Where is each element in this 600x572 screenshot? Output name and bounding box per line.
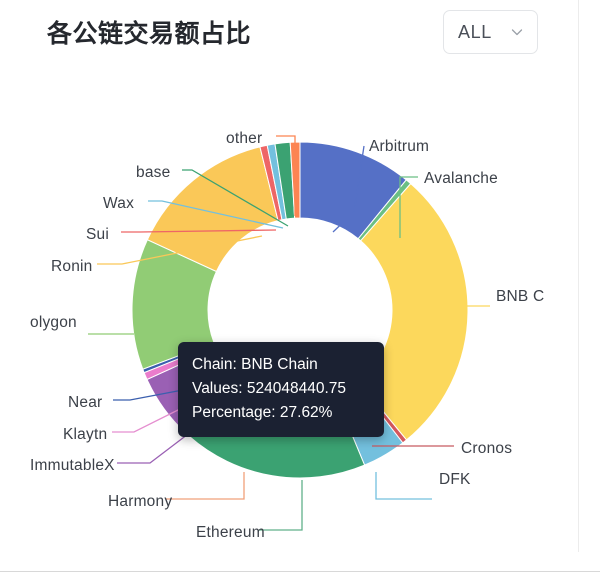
slice-label-arbitrum: Arbitrum <box>369 138 430 155</box>
range-select-dropdown[interactable]: ALL <box>443 10 538 54</box>
slice-label-ethereum: Ethereum <box>196 524 265 541</box>
slice-label-near: Near <box>68 394 103 411</box>
chevron-down-icon <box>511 26 523 38</box>
slice-label-klaytn: Klaytn <box>63 426 108 443</box>
slice-label-ronin: Ronin <box>51 258 93 275</box>
chart-tooltip: Chain: BNB Chain Values: 524048440.75 Pe… <box>178 342 384 437</box>
page-title: 各公链交易额占比 <box>47 20 252 48</box>
slice-label-harmony: Harmony <box>108 493 173 510</box>
slice-label-other: other <box>226 130 263 147</box>
slice-label-cronos: Cronos <box>461 440 513 457</box>
tooltip-percentage: Percentage: 27.62% <box>192 404 333 421</box>
tooltip-values: Values: 524048440.75 <box>192 380 346 397</box>
donut-slice-bnb-chain[interactable] <box>357 182 469 441</box>
slice-label-polygon: olygon <box>30 314 77 331</box>
slice-label-sui: Sui <box>86 226 110 243</box>
slice-label-dfk: DFK <box>439 471 471 488</box>
tooltip-chain: Chain: BNB Chain <box>192 356 318 373</box>
panel-divider <box>578 0 579 552</box>
slice-label-wax: Wax <box>103 195 135 212</box>
card-header: 各公链交易额占比 ALL <box>0 0 578 76</box>
slice-label-immutablex: ImmutableX <box>30 457 115 474</box>
slice-label-avalanche: Avalanche <box>424 170 498 187</box>
range-select-value: ALL <box>458 21 492 42</box>
leader-line <box>259 480 303 531</box>
slice-label-bnb-chain: BNB C <box>496 288 545 305</box>
slice-label-base: base <box>136 164 171 181</box>
donut-chart: other base Wax Sui Ronin olygon Near Kla… <box>0 76 578 552</box>
